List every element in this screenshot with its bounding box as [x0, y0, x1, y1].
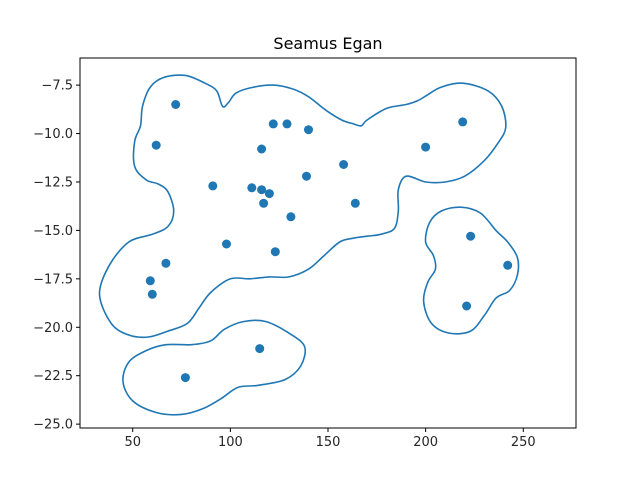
data-point-2 — [151, 140, 161, 150]
data-point-23 — [466, 231, 476, 241]
data-point-16 — [302, 171, 311, 181]
y-tick-label: −7.5 — [41, 79, 73, 94]
axes-frame — [79, 57, 577, 429]
data-point-20 — [350, 198, 360, 208]
data-point-12 — [257, 144, 267, 154]
data-point-22 — [458, 117, 468, 127]
data-point-17 — [286, 212, 296, 222]
contour-layer — [98, 74, 520, 416]
data-point-27 — [180, 373, 190, 383]
data-point-10 — [264, 189, 274, 199]
plot-border — [79, 57, 577, 429]
chart-title: Seamus Egan — [273, 34, 382, 53]
x-tick-label: 200 — [413, 435, 438, 450]
x-tick-label: 100 — [218, 435, 243, 450]
data-point-6 — [145, 276, 155, 286]
x-tick-label: 150 — [316, 435, 341, 450]
data-point-13 — [268, 119, 278, 129]
contour-2 — [422, 206, 520, 335]
data-point-18 — [270, 247, 280, 257]
data-point-1 — [171, 100, 181, 109]
x-tick-label: 250 — [511, 435, 536, 450]
y-tick-label: −25.0 — [33, 418, 73, 433]
data-point-3 — [208, 181, 218, 191]
y-tick-label: −10.0 — [33, 127, 73, 142]
data-point-9 — [257, 185, 267, 195]
y-tick-label: −15.0 — [33, 224, 73, 239]
data-point-21 — [421, 142, 431, 152]
data-point-4 — [222, 239, 231, 249]
data-point-25 — [462, 301, 472, 311]
data-point-19 — [339, 160, 349, 169]
contour-3 — [122, 319, 307, 416]
data-point-5 — [161, 258, 171, 268]
data-point-26 — [255, 344, 265, 354]
tick-layer: 50 100 150 200 250 −7.5 −10.0 −12.5 −15.0 −17.5 −2… — [33, 79, 536, 450]
data-point-8 — [247, 183, 257, 193]
data-point-7 — [147, 289, 157, 299]
data-point-24 — [503, 260, 513, 270]
y-tick-label: −17.5 — [33, 272, 73, 287]
data-point-14 — [282, 119, 292, 129]
points-layer — [145, 100, 513, 383]
y-tick-label: −20.0 — [33, 321, 73, 336]
y-tick-label: −22.5 — [33, 369, 73, 384]
x-tick-label: 50 — [124, 435, 141, 450]
data-point-15 — [304, 125, 313, 135]
data-point-11 — [259, 198, 269, 208]
y-tick-label: −12.5 — [33, 175, 73, 190]
contour-1 — [98, 74, 507, 339]
